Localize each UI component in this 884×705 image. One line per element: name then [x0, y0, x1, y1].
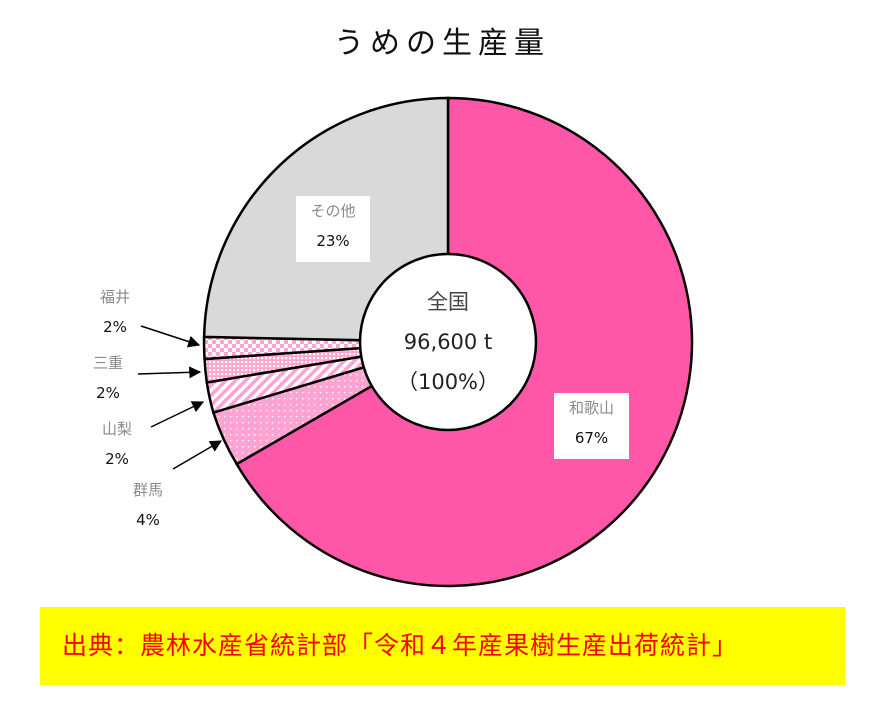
label-gunma-name: 群馬 — [132, 481, 163, 499]
label-mie-pct: 2% — [96, 384, 120, 402]
label-wakayama: 和歌山 67% — [554, 393, 629, 459]
label-fukui-pct: 2% — [103, 318, 127, 336]
donut-hole — [358, 252, 538, 432]
center-label: 全国 — [427, 290, 469, 314]
label-wakayama-pct: 67% — [574, 429, 609, 447]
label-gunma-pct: 4% — [136, 511, 160, 529]
arrow-fukui — [140, 325, 201, 348]
label-sonota-pct: 23% — [316, 232, 350, 250]
arrow-gunma — [172, 440, 223, 470]
label-yamanashi-name: 山梨 — [101, 420, 132, 438]
arrow-yamanashi — [150, 401, 205, 428]
label-fukui: 福井 2% — [85, 282, 145, 342]
label-sonota: その他 23% — [296, 196, 370, 262]
arrow-mie — [137, 366, 202, 379]
source-citation: 出典：農林水産省統計部「令和４年産果樹生産出荷統計」 — [40, 607, 845, 685]
chart-title: うめの生産量 — [334, 26, 550, 61]
label-yamanashi-pct: 2% — [105, 450, 129, 468]
label-yamanashi: 山梨 2% — [87, 414, 147, 474]
label-fukui-name: 福井 — [99, 288, 130, 306]
center-value: 96,600 t — [403, 330, 493, 354]
label-mie: 三重 2% — [78, 348, 138, 408]
label-wakayama-name: 和歌山 — [568, 399, 614, 417]
center-percent: （100%） — [396, 370, 500, 394]
label-sonota-name: その他 — [310, 202, 356, 220]
donut-center-text: 全国 96,600 t （100%） — [361, 282, 535, 402]
label-gunma: 群馬 4% — [118, 475, 178, 535]
label-mie-name: 三重 — [92, 354, 123, 372]
